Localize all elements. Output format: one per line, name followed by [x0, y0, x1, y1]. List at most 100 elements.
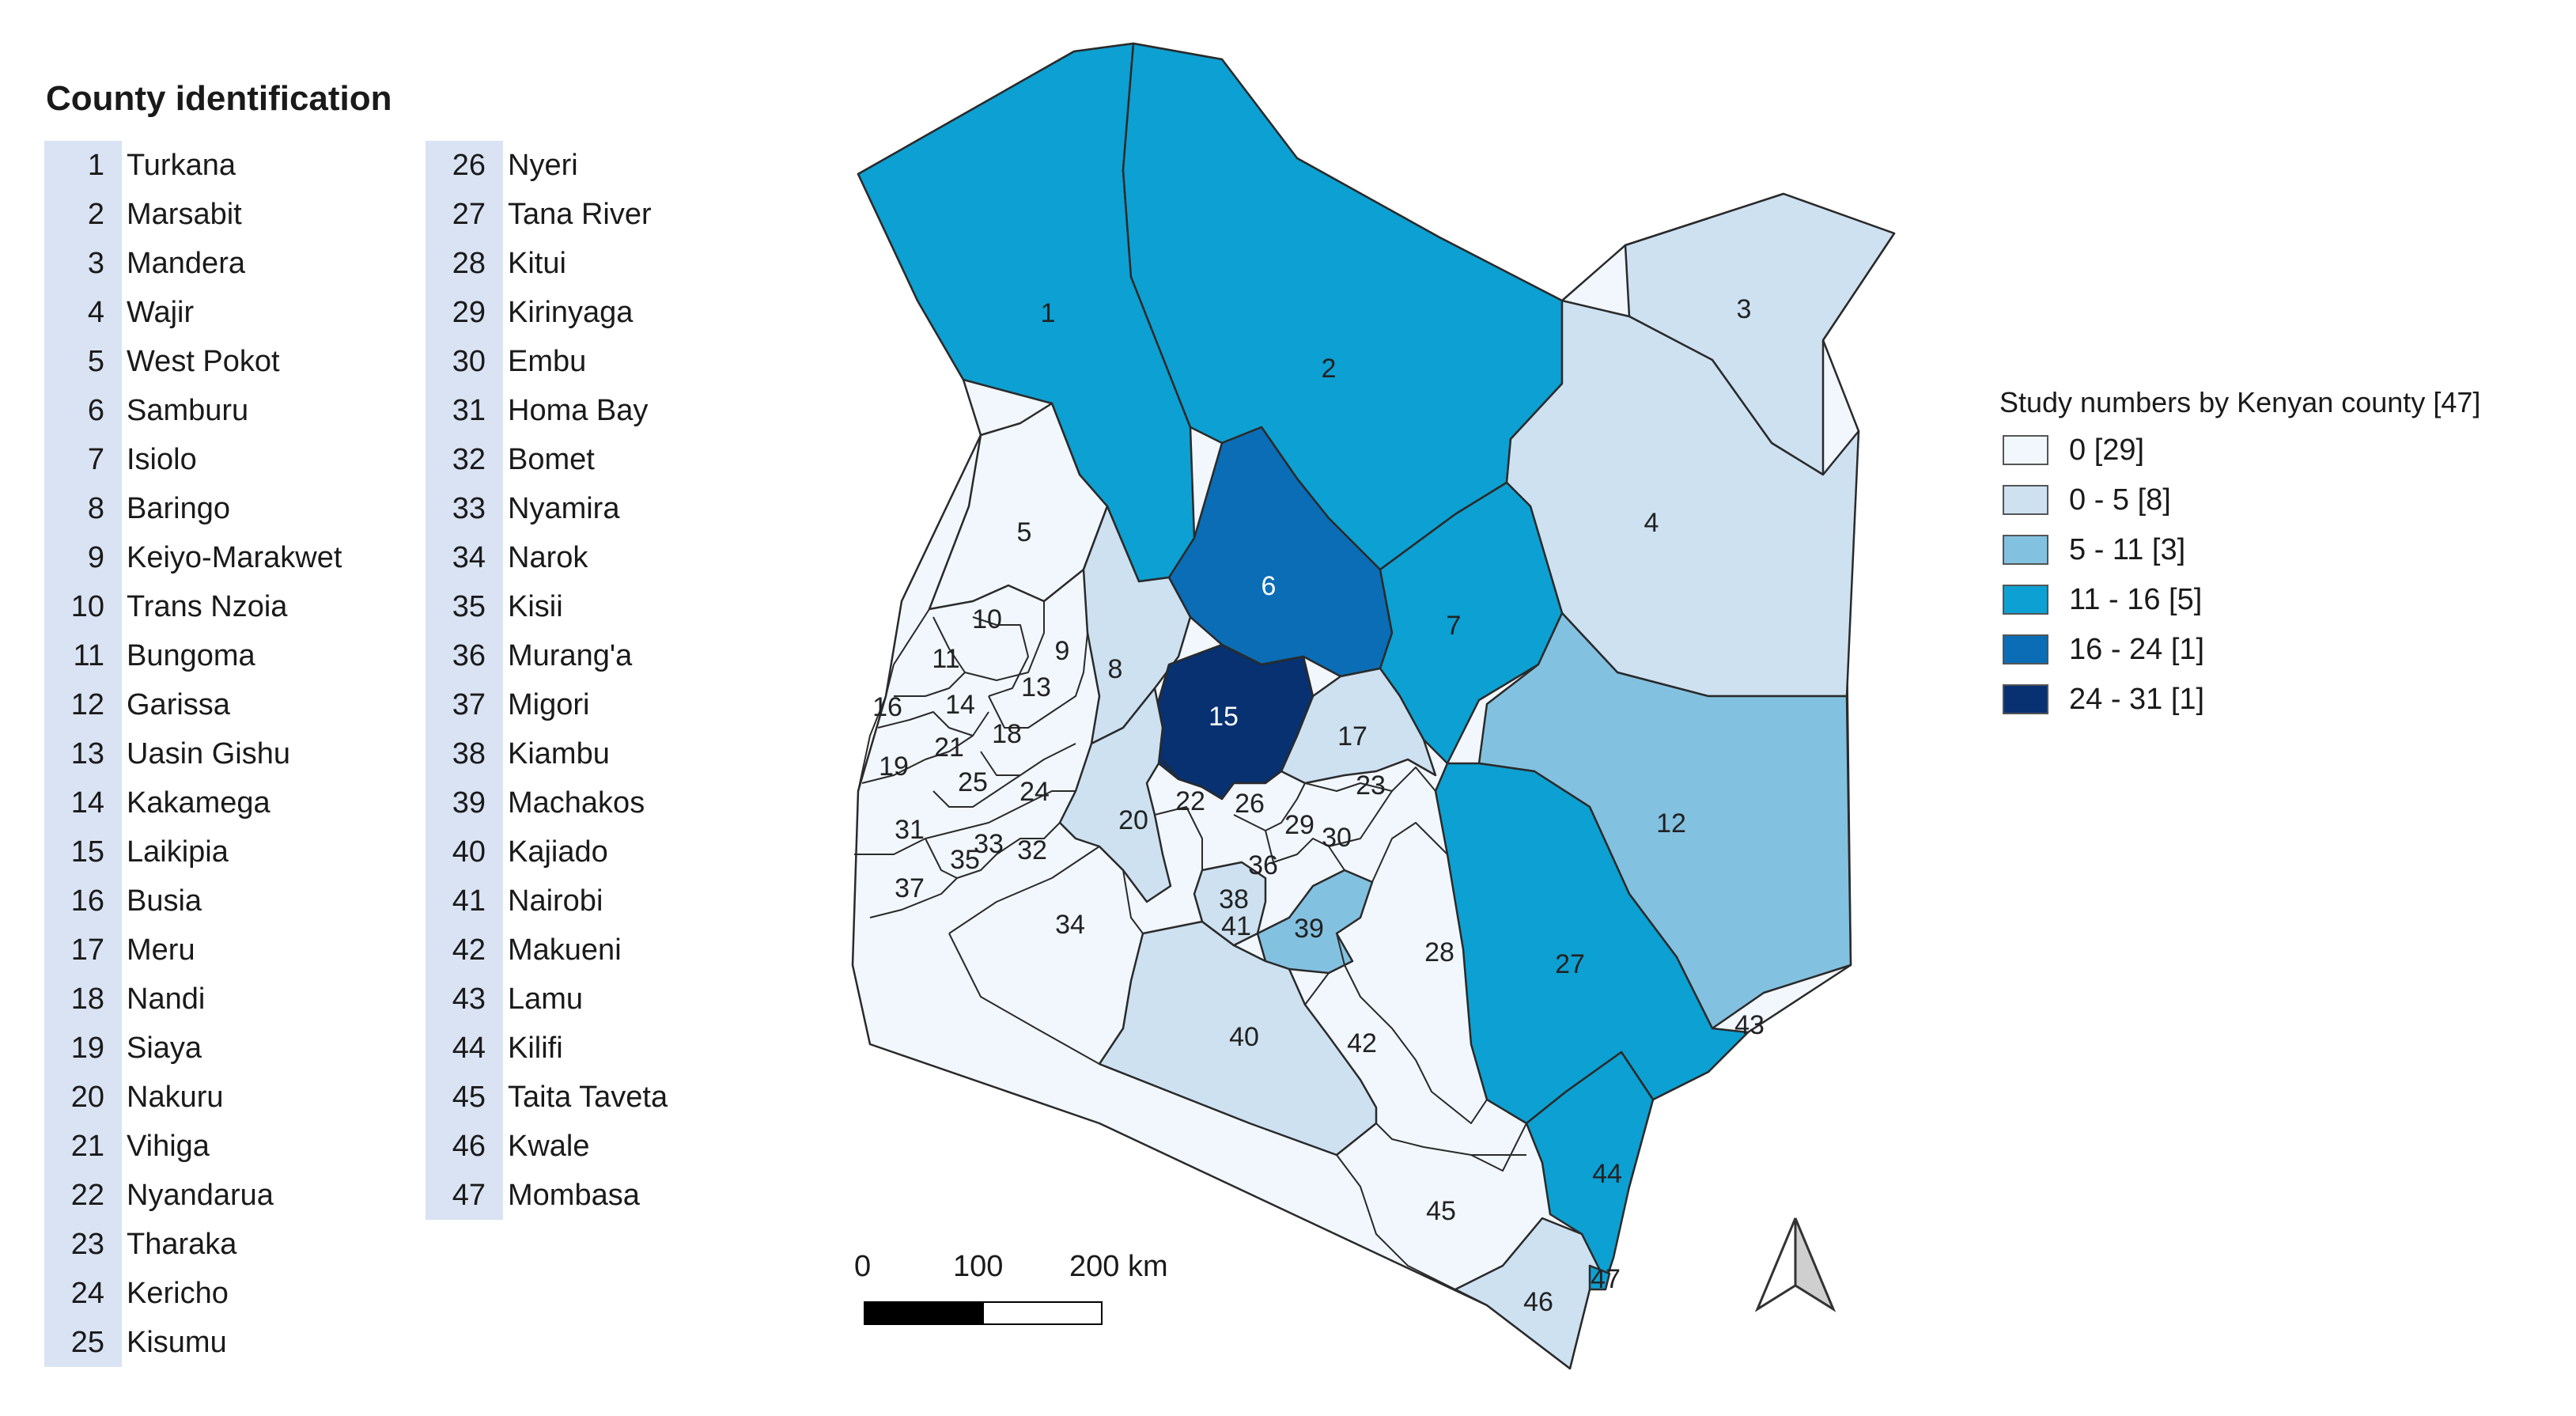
county-list-item: 8 Baringo: [44, 484, 416, 533]
map-county-label-30: 30: [1322, 823, 1352, 853]
map-county-label-34: 34: [1055, 910, 1085, 940]
map-county-label-25: 25: [958, 767, 988, 797]
county-list-item: 37 Migori: [426, 680, 797, 729]
legend-label: 11 - 16 [5]: [2069, 583, 2203, 616]
county-name: Laikipia: [127, 835, 229, 869]
map-county-label-5: 5: [1017, 517, 1032, 547]
county-name: Makueni: [508, 933, 622, 967]
county-name: Bomet: [508, 443, 595, 476]
county-number: 30: [426, 337, 503, 386]
county-border: [1371, 822, 1448, 883]
county-border: [1154, 806, 1203, 870]
county-border: [1336, 1154, 1456, 1290]
county-name: Kiambu: [508, 737, 610, 770]
map-county-label-31: 31: [895, 815, 925, 845]
county-39-machakos: [1256, 869, 1374, 975]
county-list-item: 32 Bomet: [426, 435, 797, 484]
legend-entry: 0 - 5 [8]: [1999, 480, 2480, 530]
county-list-item: 5 West Pokot: [44, 337, 416, 386]
county-list-item: 9 Keiyo-Marakwet: [44, 533, 416, 582]
map-county-label-13: 13: [1021, 672, 1051, 702]
county-border: [1265, 830, 1345, 871]
county-border: [932, 774, 1021, 808]
county-number: 32: [426, 435, 503, 484]
county-list-item: 2 Marsabit: [44, 190, 416, 239]
county-name: Nyeri: [508, 149, 578, 182]
legend-entry: 11 - 16 [5]: [1999, 580, 2480, 630]
legend-swatch: [2003, 684, 2048, 714]
county-name: Busia: [127, 884, 202, 918]
county-name: Turkana: [127, 149, 236, 182]
map-county-label-36: 36: [1248, 850, 1278, 880]
county-list-item: 47 Mombasa: [426, 1171, 797, 1220]
county-name: Nairobi: [508, 884, 603, 918]
map-county-label-35: 35: [950, 845, 980, 875]
county-number: 33: [426, 484, 503, 533]
county-list-item: 20 Nakuru: [44, 1073, 416, 1122]
county-name: Kakamega: [127, 786, 270, 820]
county-border: [877, 711, 989, 736]
county-number: 17: [44, 926, 122, 975]
map-county-label-10: 10: [972, 604, 1002, 634]
county-border: [1336, 933, 1488, 1124]
map-county-label-40: 40: [1229, 1022, 1259, 1052]
map-county-label-46: 46: [1523, 1287, 1553, 1317]
county-list-item: 42 Makueni: [426, 926, 797, 975]
county-border: [1328, 790, 1393, 847]
map-county-label-47: 47: [1591, 1264, 1621, 1294]
legend-entry: 0 [29]: [1999, 430, 2480, 480]
county-list-item: 29 Kirinyaga: [426, 288, 797, 337]
county-name: Samburu: [127, 394, 249, 427]
county-name: Uasin Gishu: [127, 737, 290, 770]
county-number: 35: [426, 582, 503, 631]
county-name: Vihiga: [127, 1130, 210, 1163]
county-name: Siaya: [127, 1032, 202, 1065]
county-name: Kericho: [127, 1277, 229, 1310]
legend-label: 24 - 31 [1]: [2069, 683, 2205, 716]
county-name: Nakuru: [127, 1081, 224, 1114]
county-number: 37: [426, 680, 503, 729]
county-list-item: 31 Homa Bay: [426, 386, 797, 435]
county-name: Kisumu: [127, 1326, 227, 1359]
map-county-label-21: 21: [934, 733, 964, 763]
scale-bar-segment-light: [982, 1301, 1103, 1325]
county-identification-title: County identification: [46, 79, 392, 118]
county-border: [932, 601, 1045, 681]
map-county-label-1: 1: [1041, 298, 1056, 328]
county-5-west-pokot: [928, 402, 1109, 611]
county-list-item: 10 Trans Nzoia: [44, 582, 416, 631]
county-number: 24: [44, 1269, 122, 1318]
county-border: [857, 608, 930, 792]
map-county-label-23: 23: [1356, 770, 1386, 801]
map-county-label-26: 26: [1235, 789, 1265, 819]
county-border: [1304, 767, 1436, 792]
county-name: Kilifi: [508, 1032, 563, 1065]
county-list-item: 35 Kisii: [426, 582, 797, 631]
county-list-item: 17 Meru: [44, 926, 416, 975]
county-list-item: 24 Kericho: [44, 1269, 416, 1318]
county-name: Garissa: [127, 688, 230, 721]
legend-swatch: [2003, 485, 2048, 515]
county-name: Narok: [508, 541, 588, 574]
county-list-item: 45 Taita Taveta: [426, 1073, 797, 1122]
map-county-label-32: 32: [1017, 835, 1047, 865]
map-county-label-9: 9: [1055, 636, 1070, 666]
county-list-item: 3 Mandera: [44, 239, 416, 288]
county-list-item: 1 Turkana: [44, 141, 416, 190]
county-border: [948, 933, 1100, 1065]
county-border: [1233, 782, 1306, 831]
map-county-label-17: 17: [1337, 721, 1367, 752]
county-name: Nyandarua: [127, 1179, 274, 1212]
scale-label-200km: 200 km: [1069, 1250, 1168, 1283]
county-number: 27: [426, 190, 503, 239]
county-name: Kisii: [508, 590, 563, 623]
county-name: Bungoma: [127, 639, 255, 672]
county-name: Murang'a: [508, 639, 633, 672]
map-county-label-33: 33: [974, 829, 1004, 859]
county-number: 40: [426, 827, 503, 876]
county-border: [1162, 759, 1282, 800]
county-name: Baringo: [127, 492, 230, 525]
map-county-label-28: 28: [1424, 937, 1454, 967]
legend-entry: 5 - 11 [3]: [1999, 530, 2480, 580]
map-county-label-39: 39: [1294, 914, 1324, 944]
